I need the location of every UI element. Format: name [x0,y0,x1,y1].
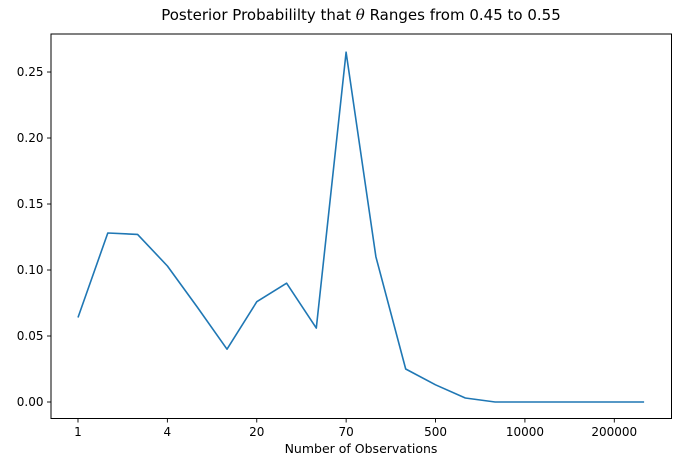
x-tick-label: 200000 [591,425,637,439]
x-tick-label: 10000 [506,425,544,439]
y-tick-label: 0.15 [17,197,44,211]
y-tick-label: 0.10 [17,263,44,277]
y-tick-label: 0.20 [17,131,44,145]
y-tick-label: 0.05 [17,329,44,343]
x-tick-label: 500 [424,425,447,439]
x-axis-label: Number of Observations [284,441,438,456]
chart-title: Posterior Probabililty that θ Ranges fro… [51,6,671,24]
chart-title-prefix: Posterior Probabililty that [161,6,356,24]
plot-border [50,33,672,419]
y-tick-label: 0.25 [17,65,44,79]
x-tick-label: 4 [164,425,172,439]
y-tick-label: 0.00 [17,395,44,409]
x-tick-label: 1 [74,425,82,439]
x-tick-label: 70 [339,425,354,439]
chart-title-suffix: Ranges from 0.45 to 0.55 [364,6,561,24]
data-line [77,51,645,403]
theta-symbol: θ [355,6,365,24]
x-tick-label: 20 [249,425,264,439]
